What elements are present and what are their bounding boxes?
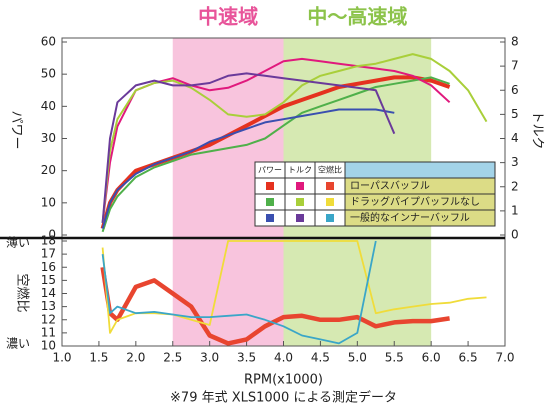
x-tick-label: 2.5 bbox=[163, 351, 182, 365]
y-tick-label: 20 bbox=[41, 163, 56, 177]
x-tick-label: 4.5 bbox=[311, 351, 330, 365]
y2-tick-label: 8 bbox=[511, 35, 519, 49]
y-tick-label: 60 bbox=[41, 35, 56, 49]
y-tick-label: 17 bbox=[41, 247, 56, 261]
rich-label: 濃い bbox=[6, 337, 30, 351]
y-tick-label: 10 bbox=[41, 195, 56, 209]
afr-label: 空燃比 bbox=[15, 273, 31, 312]
legend-name: ドラッグパイプバッフルなし bbox=[350, 195, 480, 208]
band-label: 中速域 bbox=[198, 5, 258, 29]
y2-tick-label: 7 bbox=[511, 59, 519, 73]
y-tick-label: 50 bbox=[41, 67, 56, 81]
y-tick-label: 15 bbox=[41, 273, 56, 287]
legend-header-text: パワー bbox=[258, 166, 282, 175]
y2-tick-label: 4 bbox=[511, 131, 519, 145]
y-tick-label: 11 bbox=[41, 325, 56, 339]
y-tick-label: 14 bbox=[41, 286, 56, 300]
x-tick-label: 4.0 bbox=[274, 351, 293, 365]
line bbox=[101, 240, 377, 345]
y-tick-label: 16 bbox=[41, 260, 56, 274]
x-tick-label: 1.0 bbox=[52, 351, 71, 365]
legend-name: ローパスバッフル bbox=[350, 180, 430, 192]
band-label: 中〜高速域 bbox=[307, 5, 407, 29]
legend-swatch bbox=[266, 214, 274, 222]
line bbox=[100, 75, 451, 230]
legend-name: 一般的なインナーバッフル bbox=[350, 211, 470, 224]
line bbox=[101, 76, 450, 233]
y-tick-label: 0 bbox=[48, 228, 56, 242]
legend-swatch bbox=[326, 198, 334, 206]
x-tick-label: 1.5 bbox=[89, 351, 108, 365]
y-axis-label: パワー bbox=[9, 110, 24, 149]
legend-swatch bbox=[326, 182, 334, 190]
line bbox=[101, 72, 396, 223]
y-tick-label: 40 bbox=[41, 99, 56, 113]
x-tick-label: 5.5 bbox=[385, 351, 404, 365]
y2-tick-label: 1 bbox=[511, 203, 519, 217]
legend-swatch bbox=[266, 182, 274, 190]
y-tick-label: 18 bbox=[41, 234, 56, 248]
x-tick-label: 6.0 bbox=[422, 351, 441, 365]
legend-name-cell bbox=[344, 209, 496, 227]
x-tick-label: 3.0 bbox=[200, 351, 219, 365]
y-tick-label: 10 bbox=[41, 339, 56, 353]
legend-swatch bbox=[296, 198, 304, 206]
legend-swatch bbox=[326, 214, 334, 222]
legend-header-text: トルク bbox=[288, 166, 312, 175]
footnote: ※79 年式 XLS1000 による測定データ bbox=[170, 390, 397, 406]
legend-swatch bbox=[296, 182, 304, 190]
line bbox=[101, 108, 395, 229]
y2-tick-label: 5 bbox=[511, 107, 519, 121]
x-axis-label: RPM(x1000) bbox=[244, 373, 323, 388]
line bbox=[100, 266, 450, 346]
x-tick-label: 2.0 bbox=[126, 351, 145, 365]
y2-tick-label: 0 bbox=[511, 228, 519, 242]
line bbox=[101, 53, 488, 224]
y2-tick-label: 2 bbox=[511, 179, 519, 193]
x-tick-label: 6.5 bbox=[459, 351, 478, 365]
y2-tick-label: 6 bbox=[511, 83, 519, 97]
y-tick-label: 13 bbox=[41, 299, 56, 313]
y-tick-label: 30 bbox=[41, 131, 56, 145]
x-tick-label: 7.0 bbox=[495, 351, 514, 365]
legend-swatch bbox=[266, 198, 274, 206]
y-tick-label: 12 bbox=[41, 312, 56, 326]
legend-header-text: 空燃比 bbox=[318, 165, 342, 175]
y2-axis-label: トルク bbox=[530, 110, 545, 149]
y2-tick-label: 3 bbox=[511, 155, 519, 169]
lean-label: 薄い bbox=[6, 235, 30, 250]
x-tick-label: 3.5 bbox=[237, 351, 256, 365]
x-tick-label: 5.0 bbox=[348, 351, 367, 365]
legend-swatch bbox=[296, 214, 304, 222]
